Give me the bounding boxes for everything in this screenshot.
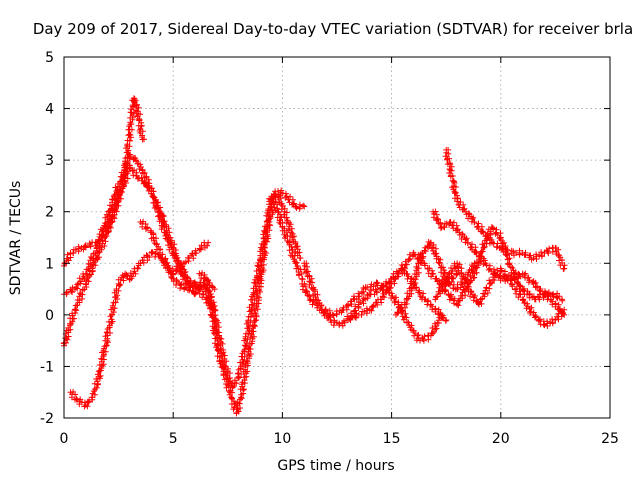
x-axis-label: GPS time / hours	[277, 458, 394, 474]
point-markers	[436, 224, 566, 309]
y-tick-label: 3	[45, 153, 54, 169]
y-tick-label: 4	[45, 102, 54, 118]
series-arc-4	[67, 239, 212, 410]
chart-title: Day 209 of 2017, Sidereal Day-to-day VTE…	[33, 20, 633, 38]
point-markers	[299, 279, 445, 344]
x-tick-label: 15	[383, 431, 401, 447]
point-markers	[196, 191, 304, 391]
y-tick-label: -1	[40, 359, 54, 375]
point-markers	[137, 198, 306, 417]
x-tick-labels: 0 5 10 15 20 25	[60, 431, 619, 447]
y-axis-label: SDTVAR / TECUs	[8, 181, 24, 296]
y-tick-label: -2	[40, 411, 54, 427]
series-arc-6	[196, 191, 304, 391]
series-arc-2	[61, 151, 218, 298]
plot-frame	[63, 56, 611, 419]
y-tick-label: 0	[45, 308, 54, 324]
series-arc-9	[299, 279, 445, 344]
y-tick-label: 1	[45, 256, 54, 272]
series-arc-12	[442, 146, 568, 272]
x-tick-label: 25	[601, 431, 619, 447]
point-markers	[67, 239, 212, 410]
y-tick-labels: -2 -1 0 1 2 3 4 5	[40, 50, 54, 427]
point-markers	[432, 260, 568, 329]
series-arc-8	[301, 260, 450, 329]
point-markers	[430, 208, 568, 318]
point-markers	[301, 260, 450, 329]
point-markers	[60, 95, 147, 349]
point-markers	[61, 151, 218, 298]
x-tick-label: 0	[60, 431, 69, 447]
series-arc-7	[266, 187, 308, 212]
series-arc-15	[436, 224, 566, 309]
series-arc-3	[60, 95, 147, 349]
series-arc-13	[430, 208, 568, 318]
data-points	[60, 95, 568, 417]
grid	[64, 57, 610, 418]
point-markers	[442, 146, 568, 272]
x-tick-label: 20	[492, 431, 510, 447]
y-tick-label: 5	[45, 50, 54, 66]
point-markers	[266, 187, 308, 212]
series-arc-5	[137, 198, 306, 417]
axis-ticks	[63, 56, 611, 419]
y-tick-label: 2	[45, 205, 54, 221]
x-tick-label: 10	[273, 431, 291, 447]
series-arc-14	[432, 260, 568, 329]
x-tick-label: 5	[169, 431, 178, 447]
